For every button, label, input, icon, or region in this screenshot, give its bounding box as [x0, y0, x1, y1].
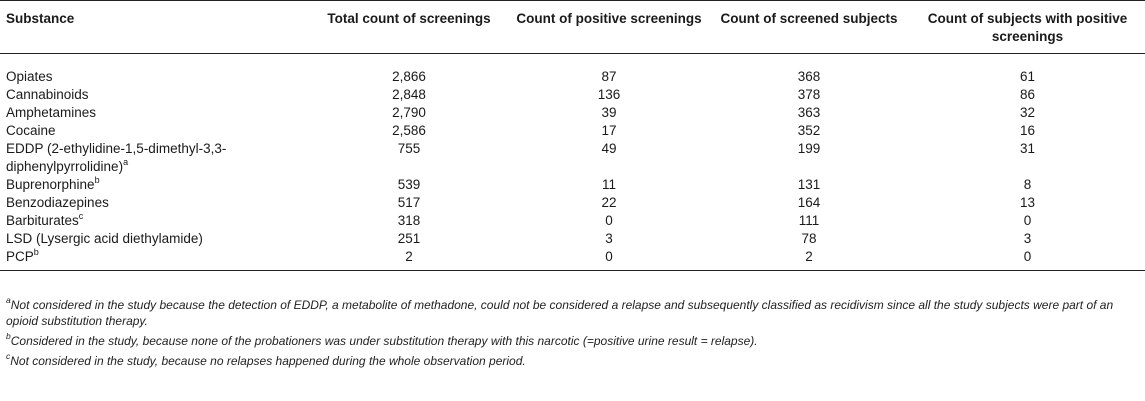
substance-name: Amphetamines: [6, 105, 97, 120]
footnote-text: Not considered in the study, because no …: [10, 354, 526, 368]
footnote-text: Considered in the study, because none of…: [10, 334, 758, 348]
cell-subjects-positive: 13: [1019, 195, 1036, 210]
table-row: Benzodiazepines 517 22 164 13: [0, 194, 1145, 212]
header-substance: Substance: [6, 11, 75, 26]
cell-substance: Buprenorphineb: [0, 174, 308, 194]
cell-positive-count: 136: [597, 87, 621, 102]
substance-name: LSD (Lysergic acid diethylamide): [6, 231, 203, 246]
cell-substance: Opiates: [0, 68, 308, 86]
cell-positive-count: 3: [605, 231, 613, 246]
table-footnotes: aNot considered in the study because the…: [6, 295, 1141, 373]
footnote-marker: c: [78, 210, 84, 221]
cell-total-count: 517: [397, 195, 421, 210]
substance-name: Cocaine: [6, 123, 56, 138]
cell-positive-count: 39: [601, 105, 617, 120]
header-total-count: Total count of screenings: [327, 11, 491, 26]
cell-substance: Amphetamines: [0, 104, 308, 122]
cell-screened-subjects: 78: [801, 231, 817, 246]
table-body: Opiates 2,866 87 368 61 Cannabinoids 2,848 136 3…: [0, 54, 1145, 271]
cell-subjects-positive: 31: [1019, 141, 1036, 156]
footnote-marker: a: [123, 156, 129, 167]
table-row: Cannabinoids 2,848 136 378 86: [0, 86, 1145, 104]
table-row: LSD (Lysergic acid diethylamide) 251 3 78 3: [0, 230, 1145, 248]
cell-total-count: 2,848: [392, 87, 426, 102]
footnote-marker: b: [94, 174, 100, 185]
table-header-row: Substance Total count of screenings Coun…: [0, 0, 1145, 54]
cell-substance: Cannabinoids: [0, 86, 308, 104]
header-subjects-positive: Count of subjects with positive screenin…: [927, 11, 1128, 44]
cell-screened-subjects: 164: [797, 195, 821, 210]
footnote-mark: b: [6, 331, 11, 341]
cell-positive-count: 0: [605, 249, 613, 264]
cell-screened-subjects: 131: [797, 177, 821, 192]
header-positive-count: Count of positive screenings: [516, 11, 702, 26]
footnote: bConsidered in the study, because none o…: [6, 331, 1141, 349]
table-row: Cocaine 2,586 17 352 16: [0, 122, 1145, 140]
table-row: PCPb 2 0 2 0: [0, 246, 1145, 271]
substance-name: EDDP (2-ethylidine-1,5-dimethyl-3,3-diph…: [6, 141, 227, 174]
substance-name: Buprenorphine: [6, 177, 95, 192]
cell-subjects-positive: 86: [1019, 87, 1036, 102]
cell-subjects-positive: 0: [1023, 249, 1032, 264]
cell-screened-subjects: 111: [798, 213, 820, 228]
substance-name: Benzodiazepines: [6, 195, 109, 210]
cell-subjects-positive: 3: [1023, 231, 1032, 246]
cell-subjects-positive: 16: [1019, 123, 1036, 138]
footnote-mark: a: [6, 295, 11, 305]
cell-subjects-positive: 0: [1023, 213, 1032, 228]
footnote-text: Not considered in the study because the …: [6, 298, 1114, 328]
substance-screening-table: Substance Total count of screenings Coun…: [0, 0, 1145, 271]
header-screened-subjects: Count of screened subjects: [720, 11, 898, 26]
footnote-marker: b: [33, 246, 39, 257]
table-row: EDDP (2-ethylidine-1,5-dimethyl-3,3-diph…: [0, 140, 1145, 176]
cell-total-count: 2: [405, 249, 413, 264]
footnote: aNot considered in the study because the…: [6, 295, 1141, 329]
cell-screened-subjects: 368: [797, 69, 821, 84]
substance-name: Opiates: [6, 69, 53, 84]
cell-positive-count: 0: [605, 213, 613, 228]
substance-name: Cannabinoids: [6, 87, 89, 102]
cell-substance: EDDP (2-ethylidine-1,5-dimethyl-3,3-diph…: [0, 140, 308, 176]
cell-screened-subjects: 199: [797, 141, 821, 156]
table-row: Buprenorphineb 539 11 131 8: [0, 174, 1145, 194]
cell-screened-subjects: 378: [797, 87, 821, 102]
cell-substance: Barbituratesc: [0, 210, 308, 230]
cell-substance: Cocaine: [0, 122, 308, 140]
substance-name: Barbiturates: [6, 213, 79, 228]
cell-substance: LSD (Lysergic acid diethylamide): [0, 230, 308, 248]
footnote: cNot considered in the study, because no…: [6, 351, 1141, 369]
cell-total-count: 2,790: [392, 105, 426, 120]
table-row: Barbituratesc 318 0 111 0: [0, 210, 1145, 230]
cell-subjects-positive: 61: [1019, 69, 1036, 84]
cell-positive-count: 49: [601, 141, 617, 156]
footnote-mark: c: [6, 351, 11, 361]
cell-total-count: 755: [397, 141, 421, 156]
table-row: Opiates 2,866 87 368 61: [0, 68, 1145, 86]
cell-total-count: 318: [397, 213, 421, 228]
substance-name: PCP: [6, 249, 34, 264]
cell-substance: PCPb: [0, 246, 308, 271]
cell-total-count: 2,866: [392, 69, 426, 84]
cell-positive-count: 22: [601, 195, 617, 210]
cell-positive-count: 11: [601, 177, 616, 192]
cell-positive-count: 87: [601, 69, 617, 84]
cell-screened-subjects: 363: [797, 105, 821, 120]
cell-screened-subjects: 352: [797, 123, 821, 138]
cell-substance: Benzodiazepines: [0, 194, 308, 212]
table-row: Amphetamines 2,790 39 363 32: [0, 104, 1145, 122]
cell-subjects-positive: 32: [1019, 105, 1036, 120]
cell-positive-count: 17: [601, 123, 617, 138]
cell-total-count: 539: [397, 177, 421, 192]
cell-subjects-positive: 8: [1023, 177, 1032, 192]
cell-total-count: 2,586: [392, 123, 426, 138]
cell-screened-subjects: 2: [805, 249, 813, 264]
cell-total-count: 251: [397, 231, 421, 246]
